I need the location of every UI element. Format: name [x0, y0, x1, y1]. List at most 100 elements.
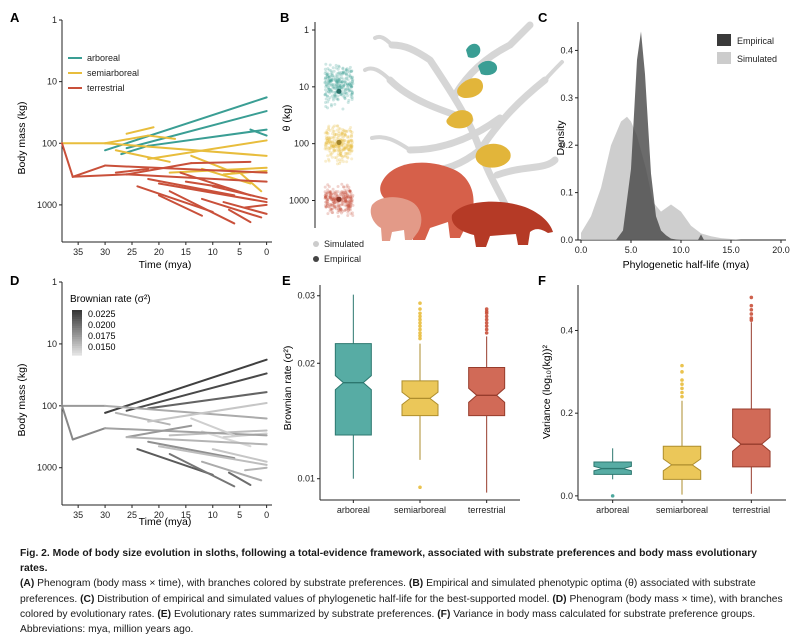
simulated-point-arboreal	[328, 79, 332, 83]
simulated-point-arboreal	[329, 69, 333, 73]
simulated-point-semiarboreal	[340, 155, 344, 159]
simulated-point-terrestrial	[340, 197, 344, 201]
simulated-point-terrestrial	[336, 211, 340, 215]
simulated-point-semiarboreal	[334, 145, 338, 149]
simulated-point-terrestrial	[331, 192, 335, 196]
simulated-point-arboreal	[337, 78, 341, 82]
semiarboreal-sloth-silhouette-3	[475, 143, 511, 168]
caption-label-e: (E)	[157, 608, 172, 620]
simulated-point-semiarboreal	[327, 127, 331, 131]
simulated-point-terrestrial	[346, 208, 350, 212]
semiarboreal-sloth-silhouette-1	[457, 78, 484, 98]
simulated-point-terrestrial	[339, 211, 343, 215]
simulated-point-terrestrial	[325, 194, 329, 198]
simulated-point-terrestrial	[341, 196, 345, 200]
simulated-point-arboreal	[328, 63, 332, 67]
simulated-point-semiarboreal	[349, 146, 353, 150]
simulated-point-arboreal	[342, 84, 346, 88]
simulated-point-arboreal	[335, 84, 339, 88]
panel-a-ylabel: Body mass (kg)	[16, 102, 28, 175]
simulated-point-semiarboreal	[329, 142, 333, 146]
simulated-point-semiarboreal	[337, 148, 341, 152]
simulated-point-terrestrial	[329, 190, 333, 194]
simulated-point-arboreal	[342, 89, 346, 93]
simulated-point-terrestrial	[349, 202, 353, 206]
simulated-point-terrestrial	[343, 199, 347, 203]
simulated-point-terrestrial	[349, 204, 353, 208]
simulated-point-arboreal	[344, 80, 348, 84]
simulated-point-arboreal	[344, 91, 348, 95]
simulated-point-semiarboreal	[348, 152, 352, 156]
simulated-point-terrestrial	[332, 196, 336, 200]
simulated-point-arboreal	[327, 68, 331, 72]
branch-rate	[147, 440, 236, 460]
simulated-point-arboreal	[333, 90, 337, 94]
simulated-point-terrestrial	[324, 195, 328, 199]
simulated-point-arboreal	[327, 78, 331, 82]
simulated-point-arboreal	[324, 79, 328, 83]
simulated-point-semiarboreal	[328, 153, 332, 157]
simulated-point-semiarboreal	[345, 144, 349, 148]
simulated-point-terrestrial	[332, 204, 336, 208]
simulated-point-arboreal	[326, 72, 330, 76]
simulated-point-semiarboreal	[340, 131, 344, 135]
simulated-point-arboreal	[324, 76, 328, 80]
simulated-point-arboreal	[331, 74, 335, 78]
simulated-point-arboreal	[340, 76, 344, 80]
simulated-point-semiarboreal	[346, 152, 350, 156]
simulated-point-terrestrial	[326, 188, 330, 192]
simulated-point-terrestrial	[332, 205, 336, 209]
simulated-point-arboreal	[333, 78, 337, 82]
simulated-point-arboreal	[348, 84, 352, 88]
simulated-point-semiarboreal	[335, 136, 339, 140]
simulated-point-terrestrial	[325, 201, 329, 205]
simulated-point-arboreal	[350, 97, 354, 101]
simulated-point-terrestrial	[325, 196, 329, 200]
branch-rate	[227, 471, 252, 486]
simulated-point-arboreal	[350, 77, 354, 81]
simulated-point-semiarboreal	[343, 132, 347, 136]
simulated-point-terrestrial	[346, 194, 350, 198]
simulated-point-terrestrial	[343, 192, 347, 196]
simulated-point-terrestrial	[323, 194, 327, 198]
simulated-point-arboreal	[324, 62, 328, 66]
panel-d-x-tick-label: 25	[127, 510, 137, 520]
simulated-point-terrestrial	[334, 191, 338, 195]
simulated-point-arboreal	[334, 74, 338, 78]
simulated-point-semiarboreal	[324, 141, 328, 145]
simulated-point-semiarboreal	[331, 143, 335, 147]
colorbar-cell	[72, 332, 82, 336]
simulated-point-arboreal	[339, 93, 343, 97]
simulated-point-semiarboreal	[343, 146, 347, 150]
simulated-point-terrestrial	[348, 205, 352, 209]
simulated-point-terrestrial	[341, 192, 345, 196]
simulated-point-arboreal	[328, 75, 332, 79]
simulated-point-arboreal	[327, 74, 331, 78]
simulated-point-arboreal	[324, 105, 328, 109]
panel-c-y-tick-label: 0.2	[560, 140, 573, 150]
simulated-point-terrestrial	[323, 194, 327, 198]
simulated-point-terrestrial	[343, 209, 347, 213]
box-arboreal	[334, 343, 372, 436]
branch-rate	[104, 358, 268, 414]
branch-semiarboreal	[190, 154, 236, 174]
simulated-point-arboreal	[324, 83, 328, 87]
simulated-point-semiarboreal	[327, 146, 331, 150]
simulated-point-semiarboreal	[336, 162, 340, 166]
simulated-point-semiarboreal	[350, 145, 354, 149]
simulated-point-terrestrial	[327, 205, 331, 209]
simulated-point-terrestrial	[323, 185, 327, 189]
simulated-point-semiarboreal	[325, 136, 329, 140]
branch-terrestrial	[157, 194, 203, 217]
simulated-point-semiarboreal	[339, 151, 343, 155]
simulated-point-semiarboreal	[349, 146, 353, 150]
simulated-point-arboreal	[340, 92, 344, 96]
simulated-point-terrestrial	[324, 193, 328, 197]
arboreal-sloth-silhouette-2	[478, 60, 498, 76]
branch-rate	[147, 391, 268, 410]
simulated-point-terrestrial	[346, 213, 350, 217]
simulated-point-semiarboreal	[336, 152, 340, 156]
simulated-point-semiarboreal	[327, 124, 331, 128]
panel-a-y-tick-label: 1	[52, 15, 57, 25]
simulated-point-terrestrial	[344, 198, 348, 202]
